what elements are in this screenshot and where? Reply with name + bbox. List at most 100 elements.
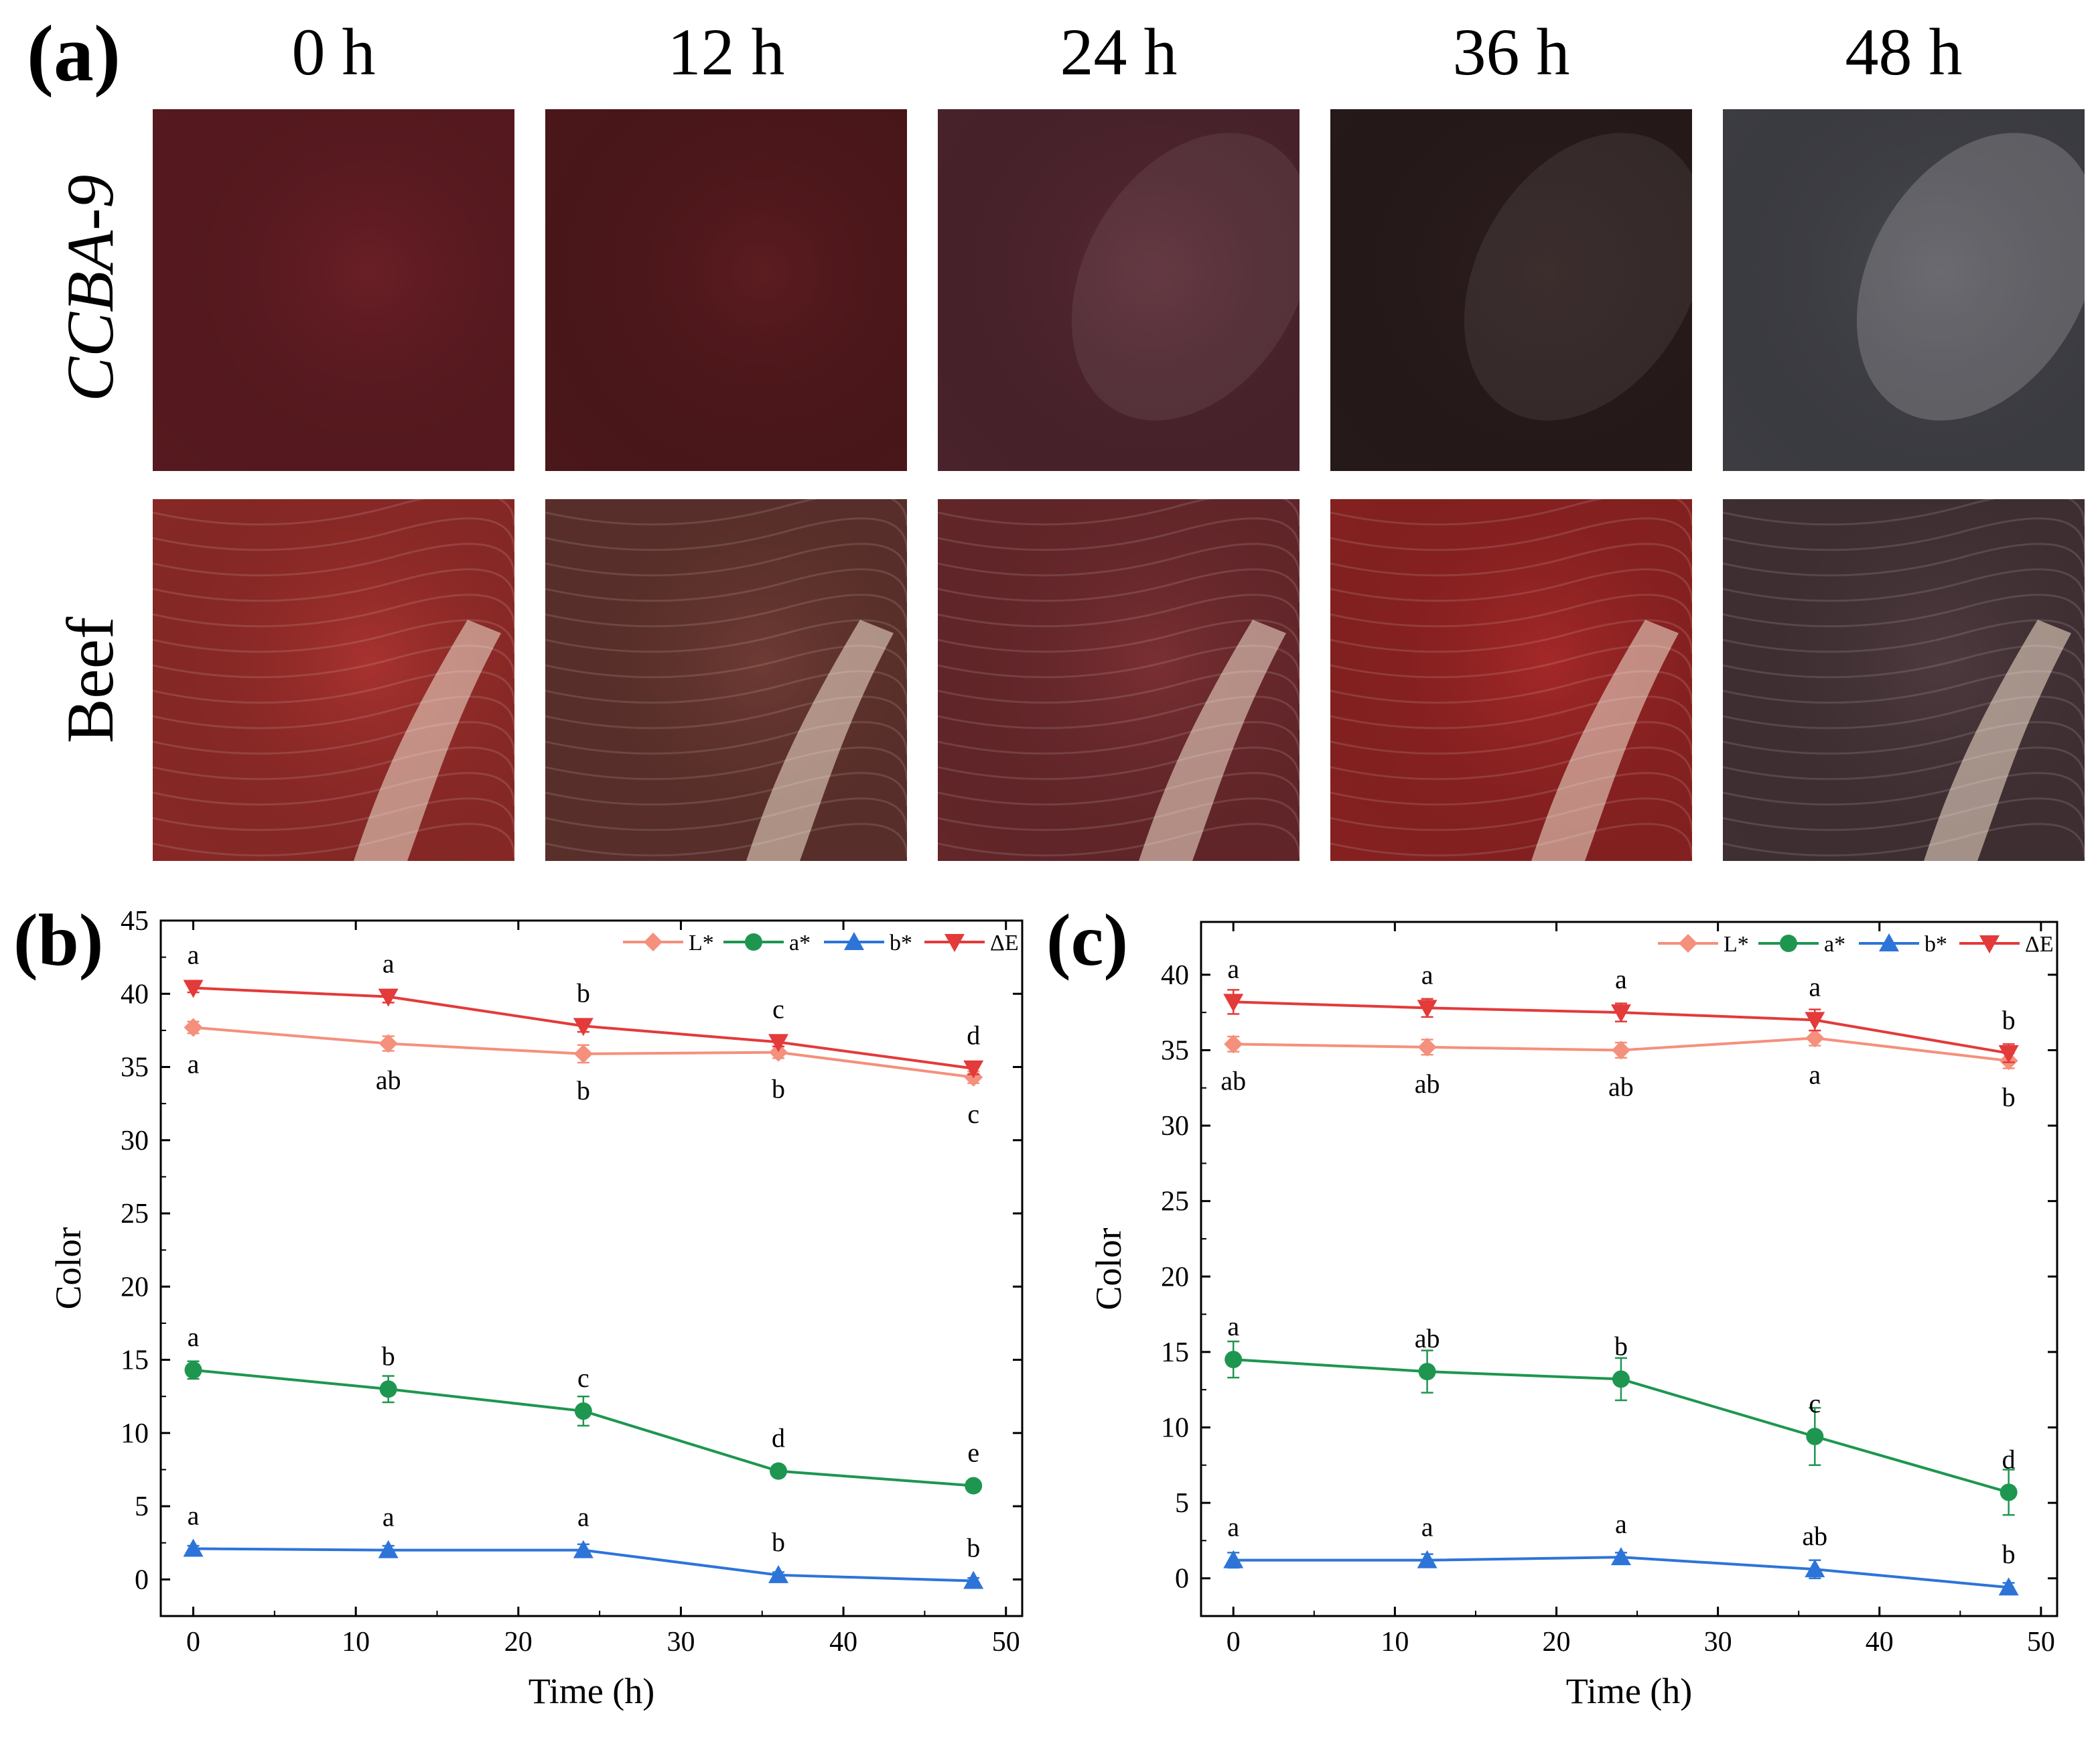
y-tick-label: 45	[121, 906, 149, 937]
data-point	[768, 1564, 789, 1583]
data-point	[1224, 1351, 1243, 1369]
series-b*: a a a b b	[183, 1500, 984, 1589]
row-label-ccba9: CCBA-9	[53, 174, 127, 402]
data-point	[1805, 1028, 1825, 1048]
data-point	[183, 980, 204, 998]
y-tick-label: 10	[1161, 1412, 1189, 1443]
significance-letter: b	[577, 978, 590, 1008]
significance-letter: a	[1809, 972, 1821, 1002]
significance-letter: a	[188, 940, 200, 970]
y-tick-label: 20	[121, 1272, 149, 1302]
x-tick-label: 50	[992, 1627, 1020, 1658]
beef-photo-0h	[153, 499, 514, 861]
y-axis-title: Color	[48, 1227, 88, 1309]
x-tick-label: 0	[186, 1627, 200, 1658]
y-tick-label: 20	[1161, 1262, 1189, 1292]
data-point	[963, 1060, 984, 1079]
series-ΔE: a a a a b	[1223, 953, 2019, 1063]
series-b*: a a a ab b	[1223, 1509, 2019, 1596]
row-label-beef: Beef	[53, 616, 127, 744]
significance-letter: a	[1809, 1059, 1821, 1089]
significance-letter: b	[1614, 1331, 1628, 1361]
significance-letter: b	[967, 1533, 980, 1563]
data-point	[183, 1538, 204, 1557]
significance-letter: a	[1615, 1509, 1627, 1539]
beef-photo-24h	[938, 499, 1300, 861]
data-point	[379, 1380, 397, 1398]
data-point	[1224, 1034, 1243, 1054]
plot-frame	[1200, 921, 2058, 1617]
x-tick-label: 0	[1227, 1627, 1241, 1658]
significance-letter: a	[1227, 1512, 1239, 1542]
data-point	[1611, 1041, 1630, 1060]
y-tick-label: 30	[121, 1126, 149, 1156]
data-point	[1417, 1000, 1438, 1018]
y-tick-label: 40	[1161, 960, 1189, 991]
y-tick-label: 35	[1161, 1035, 1189, 1066]
significance-letter: b	[382, 1341, 395, 1371]
significance-letter: c	[577, 1363, 589, 1393]
legend-label: ΔE	[2025, 932, 2054, 957]
y-tick-label: 30	[1161, 1111, 1189, 1142]
data-point	[1806, 1427, 1824, 1445]
data-point	[1612, 1370, 1630, 1388]
legend-marker	[644, 933, 662, 951]
legend-label: b*	[1924, 932, 1947, 957]
y-tick-label: 25	[1161, 1187, 1189, 1217]
ccba9-photo-24h	[938, 109, 1300, 471]
plot-frame	[159, 919, 1024, 1617]
legend-marker	[1979, 935, 2000, 953]
x-tick-label: 40	[1866, 1627, 1894, 1658]
y-tick-label: 40	[121, 979, 149, 1010]
data-point	[1417, 1037, 1437, 1057]
data-point	[378, 1540, 399, 1558]
x-axis-title: Time (h)	[1566, 1671, 1693, 1711]
x-axis-title: Time (h)	[529, 1671, 655, 1711]
data-point	[184, 1361, 202, 1379]
significance-letter: b	[2002, 1539, 2016, 1569]
data-point	[1998, 1577, 2019, 1596]
x-tick-label: 10	[342, 1627, 370, 1658]
data-point	[573, 1018, 593, 1036]
series-ΔE: a a b c d	[183, 940, 984, 1079]
significance-letter: ab	[1415, 1069, 1440, 1099]
data-point	[573, 1540, 593, 1558]
significance-letter: ab	[1802, 1521, 1827, 1551]
x-tick-label: 30	[1704, 1627, 1732, 1658]
x-tick-label: 10	[1381, 1627, 1409, 1658]
significance-letter: c	[772, 994, 784, 1024]
x-tick-label: 50	[2027, 1627, 2055, 1658]
series-a*: a b c d e	[184, 1322, 983, 1495]
legend-marker	[1879, 933, 1899, 951]
data-point	[573, 1044, 593, 1063]
legend-label: ΔE	[990, 931, 1019, 955]
significance-letter: ab	[1608, 1071, 1634, 1101]
column-header-24h: 24 h	[1060, 15, 1178, 89]
column-header-12h: 12 h	[667, 15, 785, 89]
significance-letter: a	[382, 949, 395, 979]
data-point	[574, 1402, 592, 1420]
y-tick-label: 0	[1175, 1564, 1189, 1595]
series-a*: a ab b c d	[1224, 1311, 2018, 1516]
significance-letter: d	[772, 1423, 785, 1453]
legend-marker	[1780, 935, 1797, 952]
panel-a-label: (a)	[27, 9, 121, 98]
ccba9-photo-12h	[545, 109, 907, 471]
y-tick-label: 10	[121, 1418, 149, 1449]
panel-c-label: (c)	[1046, 899, 1128, 981]
ccba9-photo-48h	[1723, 109, 2085, 471]
significance-letter: a	[1615, 964, 1627, 994]
ccba9-photo-36h	[1330, 109, 1692, 471]
significance-letter: d	[2002, 1444, 2016, 1474]
significance-letter: e	[967, 1438, 979, 1468]
legend-label: b*	[890, 931, 912, 955]
data-point	[1998, 1045, 2019, 1063]
panel-b-label: (b)	[13, 899, 103, 981]
chart-c: (c) 0 5 10 15 20 25 30 35 40 0 10 20 30 40 50 Time (h) Co…	[1046, 899, 2058, 1711]
significance-letter: ab	[1415, 1323, 1440, 1353]
legend-label: L*	[1724, 932, 1749, 957]
significance-letter: b	[2002, 1082, 2016, 1112]
data-point	[1223, 1550, 1244, 1568]
significance-letter: b	[772, 1527, 785, 1557]
series-L*: ab ab ab ab	[1220, 1028, 2018, 1112]
